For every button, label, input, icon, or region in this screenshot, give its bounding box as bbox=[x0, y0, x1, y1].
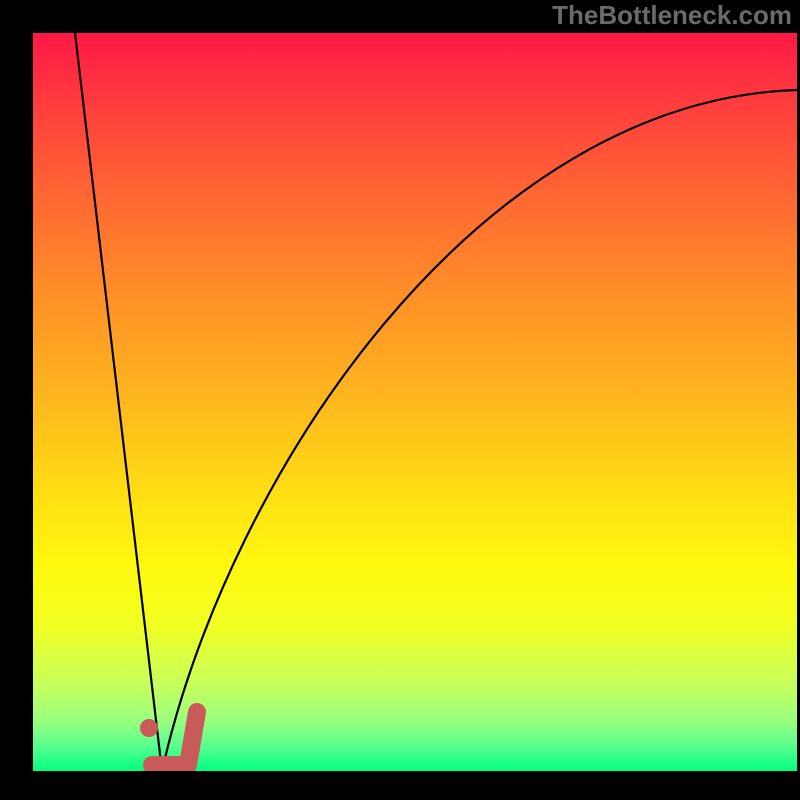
bottleneck-chart bbox=[0, 0, 800, 800]
chart-container: TheBottleneck.com bbox=[0, 0, 800, 800]
gradient-background bbox=[33, 33, 797, 771]
watermark-text: TheBottleneck.com bbox=[552, 0, 792, 31]
